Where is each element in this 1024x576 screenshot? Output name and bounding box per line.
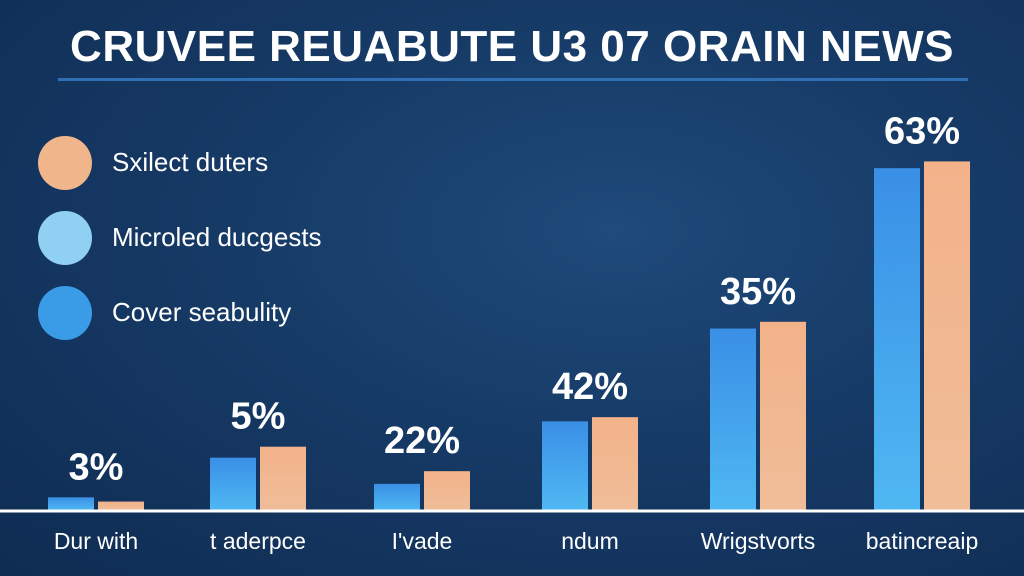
bar-peach — [98, 501, 144, 510]
legend-swatch-blue — [38, 285, 92, 340]
bar-blue — [542, 421, 588, 510]
title-divider — [58, 78, 968, 81]
x-tick-label: ndum — [561, 528, 619, 554]
bar-peach — [924, 161, 970, 511]
bar-peach — [260, 446, 306, 510]
bar-blue — [874, 168, 920, 510]
data-label: 3% — [69, 446, 124, 488]
bar-peach — [760, 321, 806, 510]
legend-swatch-peach — [38, 135, 92, 190]
bar-blue — [710, 328, 756, 510]
bar-peach — [592, 417, 638, 510]
x-tick-label: batincreaip — [866, 528, 979, 554]
bar-peach — [424, 471, 470, 510]
legend-label: Microled ducgests — [112, 222, 322, 252]
legend: Sxilect duters Microled ducgests Cover s… — [38, 125, 322, 350]
data-label: 42% — [552, 366, 628, 408]
bar-blue — [374, 483, 420, 510]
chart-title: CRUVEE REUABUTE U3 07 ORAIN NEWS — [70, 22, 954, 71]
data-label: 5% — [231, 396, 286, 438]
x-tick-label: t aderpce — [210, 528, 306, 554]
bar-blue — [48, 497, 94, 510]
x-tick-label: Dur with — [54, 528, 138, 554]
legend-item-cover-seabulity: Cover seabulity — [38, 275, 322, 350]
legend-item-sxilect-duters: Sxilect duters — [38, 125, 322, 200]
legend-label: Sxilect duters — [112, 147, 269, 177]
x-tick-label: I'vade — [392, 528, 453, 554]
legend-item-microled-ducgests: Microled ducgests — [38, 200, 322, 275]
bar-blue — [210, 457, 256, 510]
legend-label: Cover seabulity — [112, 297, 292, 327]
x-tick-label: Wrigstvorts — [701, 528, 816, 554]
legend-swatch-light-blue — [38, 210, 92, 265]
data-label: 63% — [884, 110, 960, 152]
data-label: 35% — [720, 271, 796, 313]
data-label: 22% — [384, 420, 460, 462]
